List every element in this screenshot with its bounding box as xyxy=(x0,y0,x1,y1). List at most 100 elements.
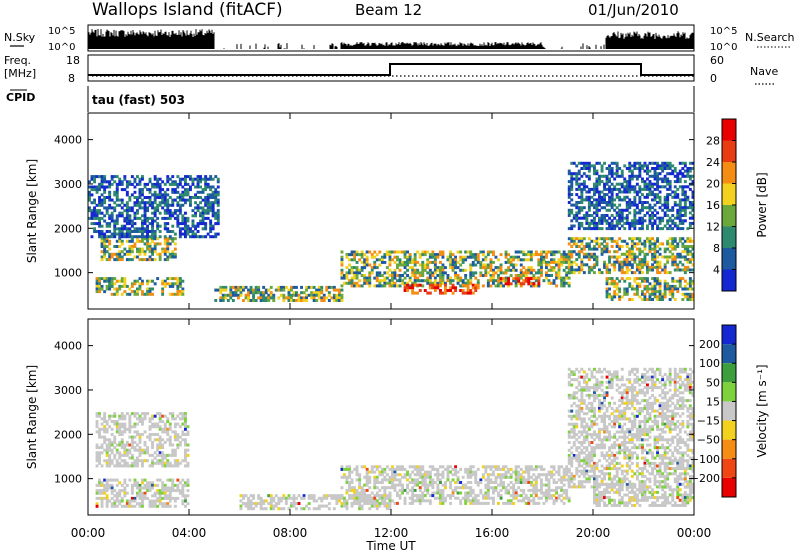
cell xyxy=(113,277,117,281)
cell xyxy=(633,292,637,296)
cell xyxy=(529,250,533,254)
cell xyxy=(615,224,619,228)
cell xyxy=(630,239,634,243)
cell xyxy=(100,239,104,243)
cell xyxy=(120,446,124,450)
cell xyxy=(555,470,558,474)
cell xyxy=(509,255,513,259)
cell xyxy=(380,470,384,474)
cell xyxy=(499,483,503,487)
cell xyxy=(161,438,165,442)
cell xyxy=(529,258,533,262)
cell xyxy=(598,208,601,212)
cell xyxy=(391,475,394,479)
cell xyxy=(608,216,611,220)
cell xyxy=(517,277,521,281)
cell xyxy=(423,478,427,482)
cell xyxy=(148,230,152,233)
cell xyxy=(691,193,694,197)
cell xyxy=(497,258,500,262)
cell xyxy=(141,292,144,296)
cell xyxy=(168,284,172,288)
cell xyxy=(194,185,197,189)
cell xyxy=(681,198,685,202)
cell xyxy=(481,284,485,288)
cell xyxy=(181,219,185,223)
cell xyxy=(327,293,331,297)
cell xyxy=(398,465,402,469)
cell xyxy=(118,232,122,236)
cell xyxy=(633,245,637,248)
cell xyxy=(610,195,614,199)
cell xyxy=(166,222,170,226)
cell xyxy=(620,239,624,243)
cell xyxy=(332,494,336,498)
cell xyxy=(125,491,129,495)
cell xyxy=(161,250,165,254)
cell xyxy=(688,237,692,241)
cell xyxy=(163,242,167,246)
cell xyxy=(108,414,112,418)
cell xyxy=(186,494,190,498)
cell xyxy=(653,242,657,246)
cell xyxy=(421,467,425,471)
cell xyxy=(514,488,518,492)
cell xyxy=(676,214,680,217)
cell xyxy=(610,237,614,241)
cell xyxy=(368,276,372,280)
cell xyxy=(656,172,659,176)
cell xyxy=(133,478,137,482)
cell xyxy=(484,263,488,267)
cell xyxy=(138,414,142,418)
cell xyxy=(396,250,399,254)
cell xyxy=(184,201,187,205)
cell xyxy=(161,206,165,210)
cell xyxy=(373,263,377,267)
cell xyxy=(219,288,223,292)
cell xyxy=(259,504,263,508)
cell xyxy=(383,475,387,479)
cell xyxy=(646,167,649,170)
cell xyxy=(138,446,142,450)
cell xyxy=(118,250,122,254)
cell xyxy=(666,239,670,243)
cell xyxy=(123,177,127,181)
cell xyxy=(173,483,177,487)
cell xyxy=(678,177,682,181)
cell xyxy=(166,427,170,431)
cell xyxy=(93,230,96,233)
cell xyxy=(133,448,137,452)
cell xyxy=(466,281,470,285)
cell xyxy=(436,255,440,259)
cell xyxy=(171,255,175,259)
cell xyxy=(143,216,147,220)
cell xyxy=(464,284,468,288)
cell xyxy=(426,473,430,477)
cell xyxy=(681,255,685,259)
cell xyxy=(307,496,311,500)
cell xyxy=(146,282,149,286)
cell xyxy=(105,287,109,291)
cell xyxy=(625,203,629,207)
cell xyxy=(163,193,167,197)
cell xyxy=(444,286,447,290)
cell xyxy=(444,289,447,292)
cell xyxy=(401,279,404,283)
cell xyxy=(406,478,409,482)
cell xyxy=(575,177,579,181)
cell xyxy=(161,420,165,423)
cell xyxy=(552,250,556,254)
cell xyxy=(449,255,452,259)
cell xyxy=(103,412,107,416)
cell xyxy=(214,216,218,220)
cell xyxy=(287,293,291,297)
cell xyxy=(146,188,149,192)
cell xyxy=(151,417,154,421)
cell xyxy=(481,473,485,477)
cell xyxy=(444,271,447,275)
cell xyxy=(355,494,359,498)
cell xyxy=(385,465,389,469)
cell xyxy=(307,502,311,505)
cell xyxy=(292,285,296,289)
cell xyxy=(593,271,596,275)
